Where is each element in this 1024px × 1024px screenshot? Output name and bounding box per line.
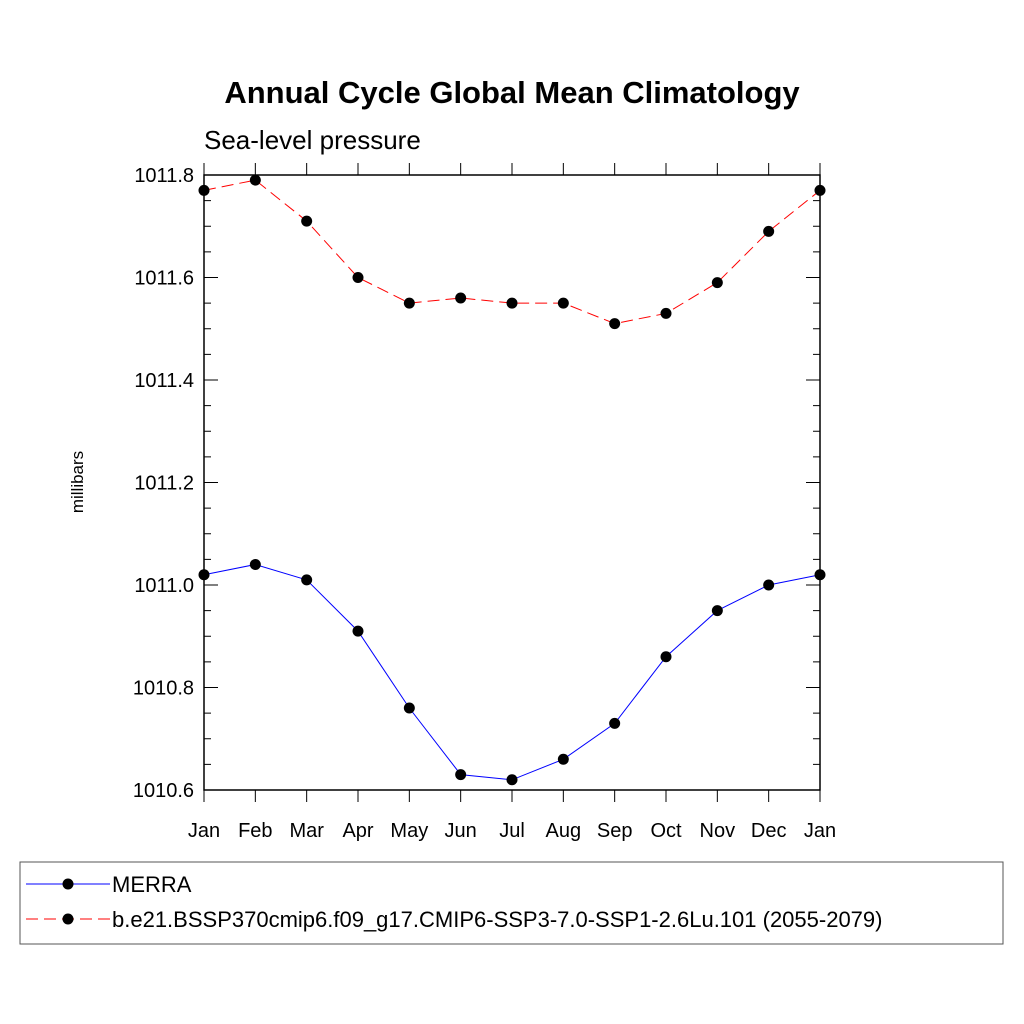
plot-frame [203,174,821,791]
legend-marker-1 [62,913,74,925]
data-point [455,769,467,781]
data-point [711,277,723,289]
data-point [711,605,723,617]
x-tick-label: Jan [188,820,220,842]
legend-box [19,861,1004,945]
x-tick-label: Jun [445,820,477,842]
data-point [249,559,261,570]
legend-label-1: b.e21.BSSP370cmip6.f09_g17.CMIP6-SSP3-7.… [112,907,882,932]
x-tick-label: Jul [499,820,525,842]
data-point [506,774,518,786]
y-tick-label: 1011.6 [134,268,194,290]
data-point [506,297,518,309]
x-tick-label: Aug [546,820,582,842]
data-point [301,574,313,586]
series-line [203,563,821,781]
data-point [609,318,621,330]
data-point [763,225,775,237]
series-0 [198,559,826,786]
data-point [557,297,569,309]
legend-label-0: MERRA [112,872,192,897]
legend: MERRA b.e21.BSSP370cmip6.f09_g17.CMIP6-SS… [19,861,1004,945]
data-point [814,184,826,196]
x-tick-label: May [390,820,428,842]
chart-title: Annual Cycle Global Mean Climatology [224,75,800,110]
x-tick-label: Feb [238,820,272,842]
data-point [557,753,569,765]
data-point [609,717,621,729]
y-axis-label: millibars [68,451,87,513]
data-point [352,272,364,283]
series-layer [198,174,826,786]
x-tick-label: Sep [597,820,633,842]
x-tick-label: Oct [650,820,682,842]
y-tick-label: 1011.0 [134,575,194,597]
series-1 [198,174,826,330]
x-tick-label: Mar [289,820,324,842]
data-point [198,569,210,581]
data-point [660,651,672,663]
x-tick-label: Nov [700,820,736,842]
data-point [403,702,415,714]
data-point [301,215,313,227]
data-point [352,625,364,637]
chart-subtitle: Sea-level pressure [204,125,421,155]
data-point [455,292,467,304]
x-tick-label: Jan [804,820,836,842]
axes: 1010.6 1010.8 1011.0 1011.2 1011.4 1011.6 1011… [133,163,836,842]
data-point [660,307,672,319]
data-point [763,579,775,591]
data-point [814,569,826,581]
y-tick-label: 1010.6 [133,780,194,802]
x-tick-label: Apr [342,820,373,842]
data-point [403,297,415,309]
data-point [198,184,210,196]
x-tick-label: Dec [751,820,787,842]
y-tick-label: 1011.4 [134,370,194,392]
legend-marker-0 [62,878,74,890]
y-tick-label: 1011.2 [134,473,194,495]
y-tick-label: 1010.8 [133,678,194,700]
y-tick-label: 1011.8 [134,165,194,187]
data-point [249,174,261,186]
